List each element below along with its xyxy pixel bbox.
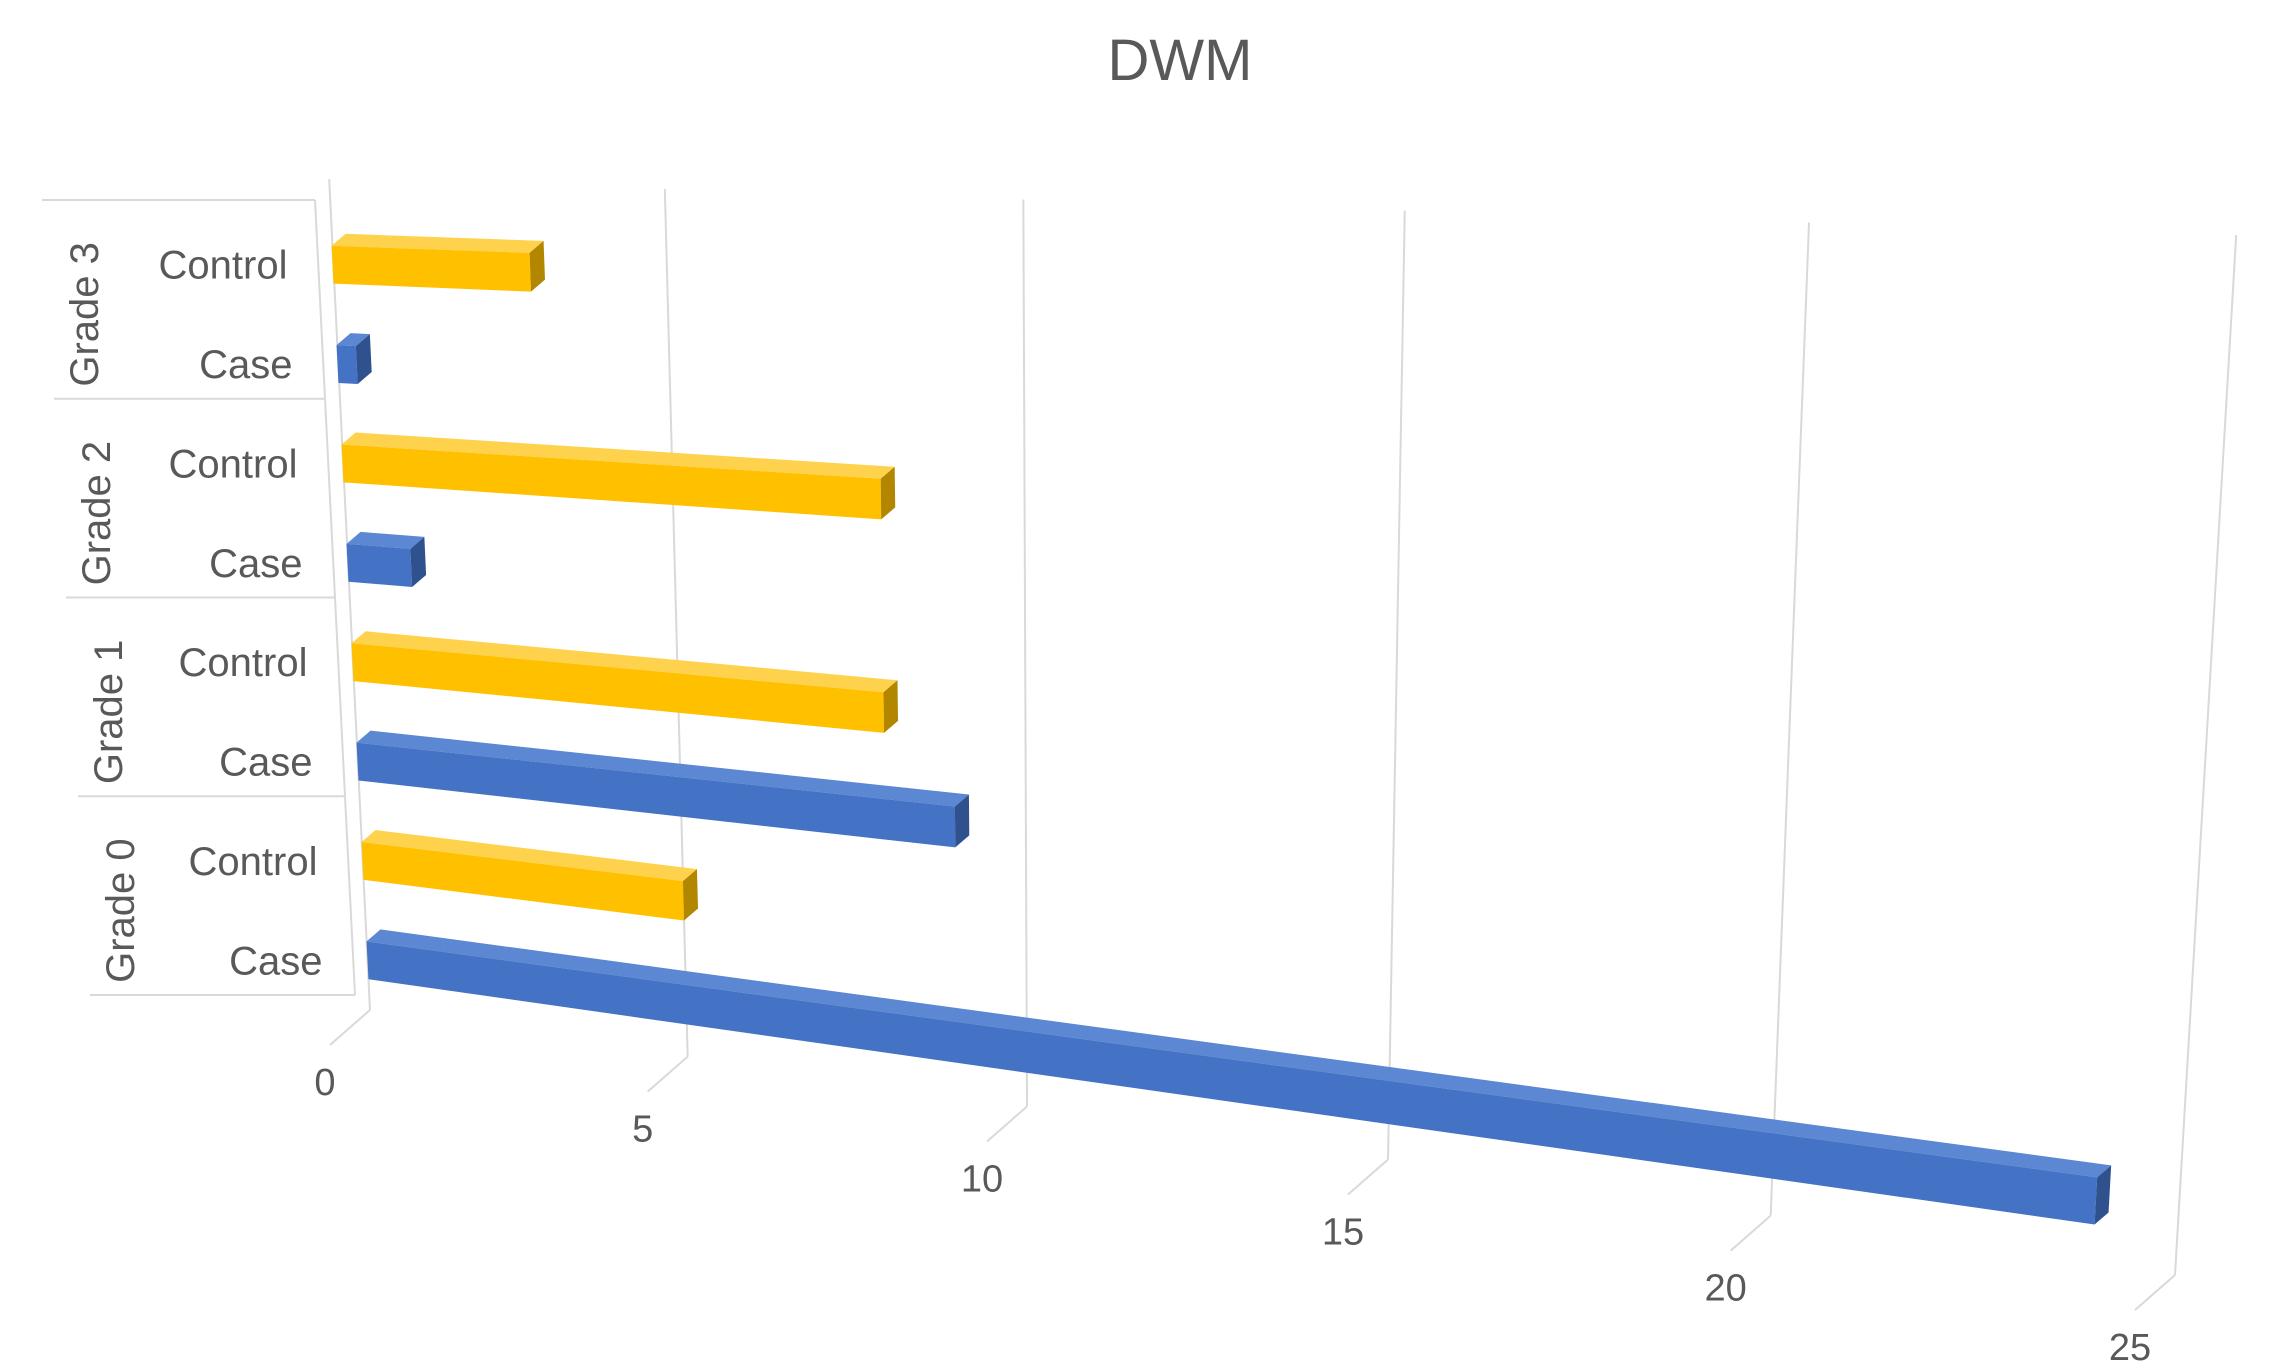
- category-label-grade-3-control: Control: [159, 244, 288, 288]
- tick-label-10: 10: [961, 1158, 1003, 1200]
- bar-grade-3-case: [336, 333, 372, 384]
- tick-mark-15: [1347, 1158, 1389, 1196]
- bar-top-face: [346, 531, 425, 549]
- tick-label-25: 25: [2109, 1327, 2151, 1365]
- value-axis-ticks: 0 5 10 15 20 25: [314, 1009, 2176, 1369]
- bar-grade-1-case: [356, 730, 970, 848]
- category-label-grade-0-control: Control: [189, 840, 318, 884]
- tick-label-5: 5: [632, 1109, 653, 1151]
- tick-mark-10: [986, 1105, 1028, 1143]
- bar-end-face: [682, 869, 699, 921]
- category-label-grade-3-case: Case: [199, 343, 292, 387]
- bar-top-face: [351, 631, 898, 693]
- gridlines: [328, 179, 2238, 1276]
- tick-mark-25: [2134, 1274, 2176, 1311]
- bar-top-face: [361, 830, 697, 882]
- category-label-grade-1-control: Control: [179, 641, 308, 685]
- bar-front-face: [331, 245, 531, 292]
- bar-grade-3-control: [331, 233, 545, 292]
- category-label-grade-0-case: Case: [229, 939, 322, 983]
- category-label-grade-1-case: Case: [219, 741, 312, 785]
- group-label-grade-1: Grade 1: [87, 640, 131, 785]
- tick-label-15: 15: [1322, 1211, 1364, 1253]
- gridline-5: [663, 188, 689, 1057]
- bar-top-face: [356, 730, 969, 807]
- bar-front-face: [341, 444, 882, 520]
- bar-end-face: [410, 536, 427, 587]
- bar-top-face: [341, 432, 895, 479]
- bar-end-face: [355, 334, 372, 384]
- bar-top-face: [331, 233, 544, 253]
- bar-front-face: [346, 543, 413, 587]
- bar-end-face: [954, 794, 970, 848]
- bar-end-face: [880, 466, 896, 520]
- category-label-grade-2-control: Control: [169, 442, 298, 486]
- bar-front-face: [366, 941, 2098, 1225]
- category-label-grade-2-case: Case: [209, 542, 302, 586]
- bar-grade-1-control: [351, 631, 899, 733]
- bar-front-face: [351, 643, 885, 733]
- bar-top-face: [336, 333, 370, 347]
- bar-front-face: [356, 742, 956, 848]
- tick-label-20: 20: [1705, 1268, 1747, 1310]
- bar-grade-0-control: [361, 830, 699, 921]
- gridline-10: [1022, 199, 1029, 1107]
- category-axis-line: [314, 199, 356, 996]
- bar-top-face: [366, 929, 2112, 1178]
- gridline-15: [1387, 210, 1406, 1160]
- gridline-25: [2174, 234, 2238, 1276]
- group-label-grade-3: Grade 3: [63, 242, 107, 387]
- bar-end-face: [529, 240, 545, 292]
- group-label-grade-0: Grade 0: [99, 838, 143, 983]
- bar-grade-0-case: [366, 929, 2112, 1225]
- bar-grade-2-control: [341, 432, 896, 520]
- tick-mark-20: [1730, 1214, 1772, 1252]
- bar-front-face: [336, 345, 358, 384]
- group-label-grade-2: Grade 2: [75, 441, 119, 586]
- gridline-20: [1769, 222, 1811, 1216]
- bar-end-face: [883, 680, 899, 733]
- category-axis-frame: [42, 199, 356, 996]
- bar-front-face: [361, 842, 685, 921]
- tick-label-0: 0: [314, 1062, 335, 1104]
- chart-title: DWM: [1108, 28, 1253, 93]
- bars: [331, 233, 2112, 1225]
- category-labels: Control Case Control Case Control Case Control…: [63, 242, 323, 983]
- bar-grade-2-case: [346, 531, 427, 587]
- bar-end-face: [2094, 1165, 2112, 1225]
- tick-mark-0: [329, 1009, 371, 1046]
- tick-mark-5: [647, 1055, 689, 1093]
